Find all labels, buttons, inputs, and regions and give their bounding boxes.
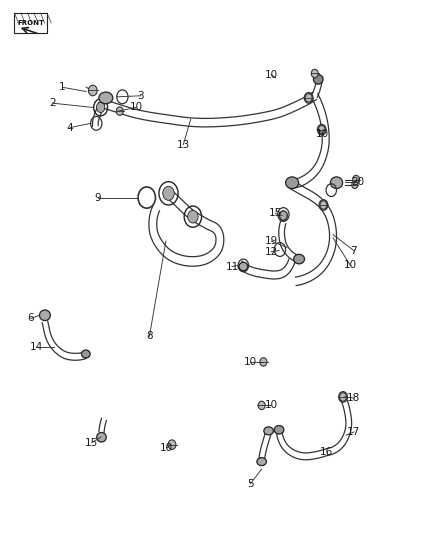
Text: 1: 1 bbox=[59, 82, 66, 92]
Ellipse shape bbox=[293, 254, 304, 264]
Circle shape bbox=[163, 187, 174, 200]
Circle shape bbox=[305, 94, 312, 102]
Text: 10: 10 bbox=[244, 357, 257, 367]
Ellipse shape bbox=[274, 425, 284, 434]
Text: 8: 8 bbox=[146, 332, 153, 342]
Circle shape bbox=[320, 201, 327, 209]
Circle shape bbox=[352, 181, 358, 189]
Bar bbox=[14, 13, 47, 33]
Text: 10: 10 bbox=[344, 261, 357, 270]
Ellipse shape bbox=[279, 211, 287, 220]
Ellipse shape bbox=[39, 310, 50, 320]
Text: 10: 10 bbox=[316, 129, 329, 139]
Text: 10: 10 bbox=[265, 400, 278, 410]
Text: 5: 5 bbox=[247, 479, 254, 489]
Text: 15: 15 bbox=[85, 438, 99, 448]
Text: 16: 16 bbox=[320, 447, 334, 457]
Ellipse shape bbox=[314, 75, 323, 84]
Text: 13: 13 bbox=[177, 140, 190, 150]
Ellipse shape bbox=[81, 350, 90, 358]
Circle shape bbox=[168, 440, 176, 449]
Circle shape bbox=[260, 358, 267, 366]
Text: 17: 17 bbox=[347, 427, 360, 437]
Text: 9: 9 bbox=[95, 192, 101, 203]
Circle shape bbox=[258, 401, 265, 410]
Text: 7: 7 bbox=[350, 246, 357, 256]
Text: FRONT: FRONT bbox=[17, 20, 44, 26]
Ellipse shape bbox=[286, 177, 299, 189]
Text: 20: 20 bbox=[351, 176, 364, 187]
Circle shape bbox=[339, 393, 346, 401]
Circle shape bbox=[311, 69, 318, 78]
Circle shape bbox=[353, 175, 360, 184]
Circle shape bbox=[187, 211, 198, 223]
Text: 18: 18 bbox=[347, 393, 360, 403]
Circle shape bbox=[318, 125, 325, 134]
Text: 11: 11 bbox=[226, 262, 239, 271]
Circle shape bbox=[88, 85, 97, 96]
Text: 10: 10 bbox=[160, 443, 173, 453]
Text: 4: 4 bbox=[67, 123, 74, 133]
Circle shape bbox=[116, 107, 123, 115]
Text: 19: 19 bbox=[265, 236, 278, 246]
Ellipse shape bbox=[239, 262, 248, 271]
Ellipse shape bbox=[330, 177, 343, 189]
Ellipse shape bbox=[257, 458, 266, 466]
Circle shape bbox=[96, 102, 105, 112]
Ellipse shape bbox=[264, 427, 273, 435]
Text: 10: 10 bbox=[265, 70, 278, 79]
Ellipse shape bbox=[97, 432, 106, 442]
Text: 15: 15 bbox=[269, 208, 282, 219]
Text: 2: 2 bbox=[49, 98, 56, 108]
Text: 6: 6 bbox=[28, 313, 34, 324]
Text: 12: 12 bbox=[265, 247, 278, 257]
Text: 10: 10 bbox=[130, 102, 143, 112]
Ellipse shape bbox=[99, 92, 113, 104]
Text: 14: 14 bbox=[30, 342, 43, 352]
Text: 3: 3 bbox=[138, 91, 144, 101]
